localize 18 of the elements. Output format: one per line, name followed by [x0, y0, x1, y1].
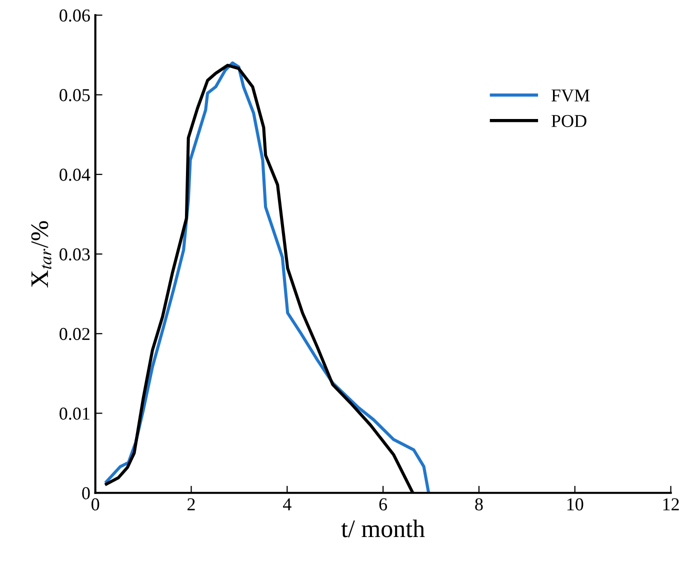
y-tick-label: 0.05: [60, 89, 90, 102]
x-tick-label: 0: [92, 498, 100, 510]
y-tick-label: 0.02: [60, 328, 90, 340]
x-tick-label: 8: [475, 498, 483, 510]
y-tick-label: 0.04: [60, 168, 90, 181]
x-tick-label: 6: [379, 498, 388, 510]
x-tick-label: 12: [663, 498, 679, 510]
x-tick-label: 4: [282, 498, 292, 510]
x-tick-label: 2: [188, 498, 195, 510]
x-tick-label: 10: [567, 498, 584, 510]
y-tick-label: 0.03: [60, 248, 90, 261]
legend-label: POD: [551, 114, 586, 128]
y-tick-label: 0: [82, 487, 90, 500]
y-tick-label: 0.01: [60, 408, 90, 420]
x-axis-title: t/ month: [341, 520, 425, 538]
y-tick-label: 0.06: [60, 9, 90, 22]
y-axis-title: X$_{tar}$/%: [31, 221, 52, 288]
legend-label: FVM: [551, 90, 590, 102]
